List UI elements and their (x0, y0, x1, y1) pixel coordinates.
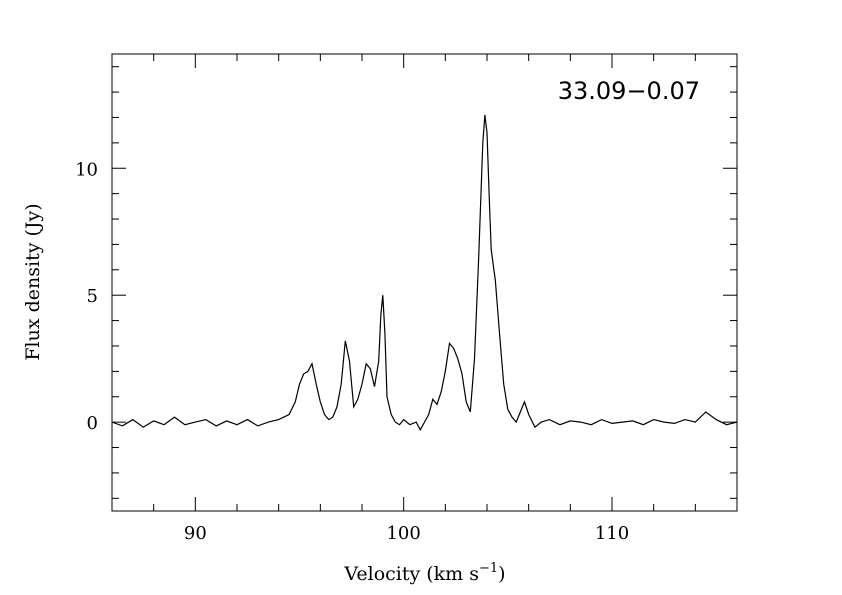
x-axis-label-exponent: −1 (479, 561, 498, 576)
x-tick-label: 100 (386, 523, 420, 544)
x-tick-label: 110 (595, 523, 629, 544)
plot-frame (111, 53, 738, 512)
y-tick-label: 0 (87, 413, 98, 434)
x-tick-label: 90 (184, 523, 207, 544)
x-axis-label-close: ) (498, 563, 505, 585)
tick-labels: 90 100 110 0 5 10 (75, 159, 629, 544)
source-annotation: 33.09−0.07 (558, 77, 700, 105)
spectrum-line (111, 114, 738, 432)
x-axis-label-text: Velocity (km s (343, 563, 479, 585)
y-tick-label: 5 (87, 286, 98, 307)
axis-ticks (111, 54, 738, 511)
y-axis-label: Flux density (Jy) (22, 203, 44, 360)
x-axis-label: Velocity (km s−1) (343, 561, 505, 585)
y-tick-label: 10 (75, 159, 98, 180)
